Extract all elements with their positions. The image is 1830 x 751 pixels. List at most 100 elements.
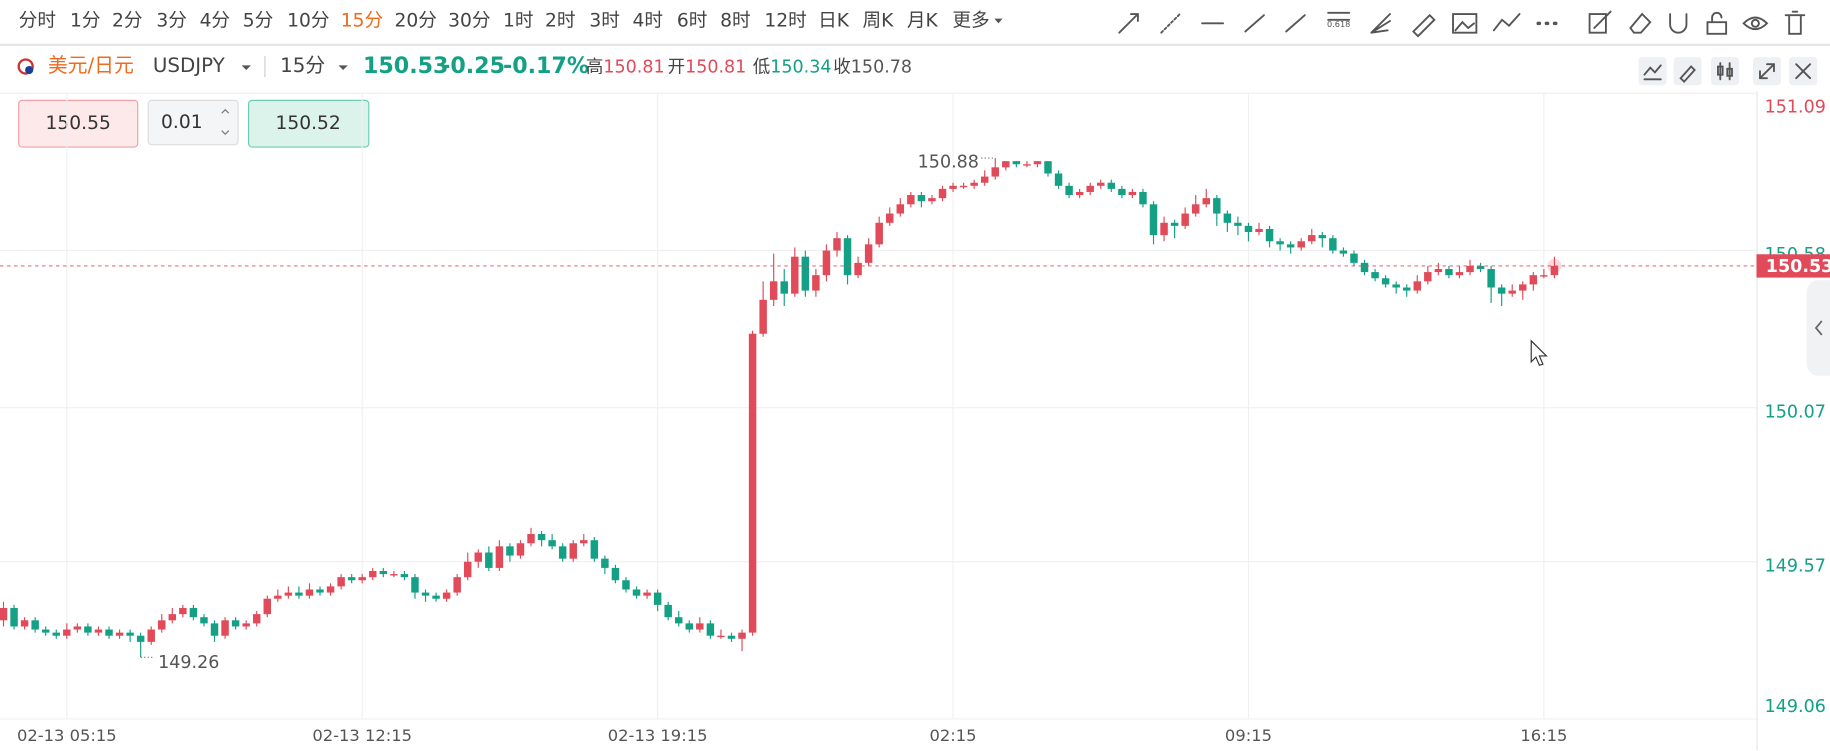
candle-body xyxy=(537,534,546,541)
period-tab[interactable]: 12时 xyxy=(764,11,806,32)
side-tab-chevron xyxy=(1814,320,1823,336)
step-input[interactable] xyxy=(147,99,239,146)
period-tab[interactable]: 分时 xyxy=(19,11,56,32)
candle-body xyxy=(274,595,282,599)
period-tab[interactable]: 3时 xyxy=(589,11,620,32)
candle-body xyxy=(369,570,377,578)
candle-body xyxy=(41,629,50,633)
candle-body xyxy=(210,623,219,636)
close-icon xyxy=(1795,63,1812,80)
candle-body xyxy=(84,626,92,633)
stat-label: 收 xyxy=(833,58,851,78)
wave-tool[interactable] xyxy=(1492,13,1521,32)
period-tab[interactable]: 3分 xyxy=(156,11,187,32)
candle-body xyxy=(1297,241,1305,248)
buy-price[interactable]: 150.52 xyxy=(275,113,340,134)
candle-body xyxy=(717,635,725,638)
candle-body xyxy=(1550,265,1559,276)
candle-body xyxy=(1170,222,1179,226)
candle-body xyxy=(548,540,556,547)
candle-btn[interactable] xyxy=(1710,57,1739,86)
candle-body xyxy=(854,262,862,276)
period-tab[interactable]: 8时 xyxy=(720,11,751,32)
candle-body xyxy=(20,620,29,627)
candle-body xyxy=(949,185,957,189)
last-price-box xyxy=(1756,254,1830,278)
candle-body xyxy=(1508,290,1516,294)
period-tab[interactable]: 15分 xyxy=(341,11,383,32)
image-tool[interactable] xyxy=(1452,13,1478,34)
period-tab[interactable]: 日K xyxy=(818,11,850,32)
candle-body xyxy=(696,623,704,630)
step-value[interactable]: 0.01 xyxy=(161,112,203,133)
candle-body xyxy=(1160,222,1168,236)
period-tab[interactable]: 30分 xyxy=(448,11,490,32)
more-caret xyxy=(994,18,1003,24)
note-tool[interactable] xyxy=(1588,10,1612,34)
candle-body xyxy=(1054,173,1063,186)
period-tab[interactable]: 6时 xyxy=(677,11,708,32)
buy-button[interactable] xyxy=(248,99,370,148)
candle-body xyxy=(31,620,39,630)
fan-tool[interactable] xyxy=(1370,13,1391,34)
delete-tool[interactable] xyxy=(1784,10,1806,35)
fib-tool[interactable] xyxy=(1327,11,1351,21)
period[interactable]: 15分 xyxy=(280,54,325,77)
edit-icon xyxy=(1679,65,1696,84)
period-tab[interactable]: 周K xyxy=(862,11,894,32)
change-pct: -0.17% xyxy=(503,53,589,79)
candle-body xyxy=(1107,182,1116,189)
x-tick-label: 02-13 05:15 xyxy=(17,726,117,745)
period-tab[interactable]: 4时 xyxy=(633,11,664,32)
side-tab[interactable] xyxy=(1806,280,1830,376)
brush-tool[interactable] xyxy=(1412,13,1436,38)
candle-body xyxy=(886,213,894,223)
stat-value: 150.81 xyxy=(603,58,664,78)
candle-body xyxy=(759,299,767,334)
segment-tool[interactable] xyxy=(1244,14,1265,33)
candle-body xyxy=(590,540,599,559)
period-tab[interactable]: 2时 xyxy=(545,11,576,32)
ray-tool[interactable] xyxy=(1160,13,1181,34)
candle-body xyxy=(463,561,472,578)
period-tab[interactable]: 5分 xyxy=(243,11,274,32)
low-annotation: 149.26 xyxy=(158,653,219,673)
trend-tool[interactable] xyxy=(1285,14,1306,33)
period-tab[interactable]: 1分 xyxy=(70,11,101,32)
candle-body xyxy=(506,546,514,556)
period-tab[interactable]: 4分 xyxy=(200,11,231,32)
candle-icon xyxy=(1717,62,1733,81)
period-tab[interactable]: 1时 xyxy=(503,11,534,32)
price: 150.53 xyxy=(363,53,449,79)
candle-body xyxy=(358,577,366,581)
sell-button[interactable] xyxy=(18,99,139,148)
candle-body xyxy=(1139,191,1147,205)
arrow-tool[interactable] xyxy=(1118,13,1139,34)
candle-body xyxy=(1044,161,1052,174)
magnet-tool[interactable] xyxy=(1669,13,1688,34)
y-tick-label: 150.07 xyxy=(1765,402,1826,422)
candle-body xyxy=(1402,287,1411,291)
candle-body xyxy=(1529,275,1538,285)
lock-tool[interactable] xyxy=(1706,11,1728,35)
period-toolbar: 分时 1分 2分 3分 4分 5分 10分 15分 20分 30分 1时 2时 3时 4时 6时 8时 12时日… xyxy=(19,11,1003,32)
candle-body xyxy=(980,176,989,183)
visibility-tool[interactable] xyxy=(1742,16,1769,31)
candle-body xyxy=(1181,213,1189,226)
sell-price[interactable]: 150.55 xyxy=(46,113,111,134)
symbol[interactable]: USDJPY xyxy=(153,54,226,77)
candle-body xyxy=(864,244,873,263)
candle-body xyxy=(105,629,113,636)
candle-body xyxy=(1519,284,1527,291)
candle-body xyxy=(158,620,166,630)
period-tab[interactable]: 更多 xyxy=(952,11,989,32)
period-tab[interactable]: 2分 xyxy=(112,11,143,32)
period-tab[interactable]: 月K xyxy=(907,11,939,32)
candle-body xyxy=(780,281,788,294)
step-spinner[interactable] xyxy=(221,108,230,136)
period-tab[interactable]: 10分 xyxy=(287,11,329,32)
period-tab[interactable]: 20分 xyxy=(394,11,436,32)
symbol-cn[interactable]: 美元/日元 xyxy=(48,54,134,77)
candle-body xyxy=(748,333,757,633)
eraser-tool[interactable] xyxy=(1629,12,1652,34)
